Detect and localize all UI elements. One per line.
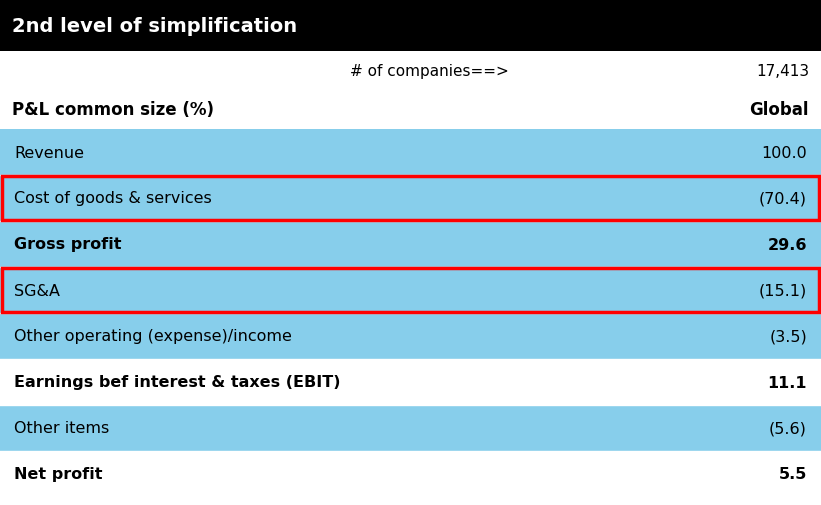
Bar	[2, 177, 819, 221]
Text: Earnings bef interest & taxes (EBIT): Earnings bef interest & taxes (EBIT)	[14, 375, 341, 390]
Bar	[0, 405, 821, 451]
Text: 29.6: 29.6	[768, 237, 807, 252]
Text: SG&A: SG&A	[14, 283, 60, 298]
Bar	[0, 359, 821, 405]
Bar	[0, 222, 821, 268]
Text: 17,413: 17,413	[756, 63, 809, 78]
Bar	[2, 269, 819, 313]
Text: Other operating (expense)/income: Other operating (expense)/income	[14, 329, 292, 344]
Text: # of companies==>: # of companies==>	[351, 63, 509, 78]
Text: (3.5): (3.5)	[769, 329, 807, 344]
Bar	[0, 451, 821, 497]
Bar	[0, 0, 821, 52]
Text: (70.4): (70.4)	[759, 191, 807, 206]
Bar	[0, 268, 821, 314]
Text: Other items: Other items	[14, 421, 109, 436]
Text: (15.1): (15.1)	[759, 283, 807, 298]
Text: Revenue: Revenue	[14, 145, 84, 160]
Bar	[0, 130, 821, 176]
Bar	[0, 176, 821, 222]
Text: 5.5: 5.5	[778, 467, 807, 482]
Text: 11.1: 11.1	[768, 375, 807, 390]
Text: Gross profit: Gross profit	[14, 237, 122, 252]
Text: 2nd level of simplification: 2nd level of simplification	[12, 17, 297, 35]
Text: Net profit: Net profit	[14, 467, 103, 482]
Text: (5.6): (5.6)	[769, 421, 807, 436]
Text: Global: Global	[750, 101, 809, 119]
Bar	[0, 314, 821, 359]
Text: Cost of goods & services: Cost of goods & services	[14, 191, 212, 206]
Text: P&L common size (%): P&L common size (%)	[12, 101, 214, 119]
Text: 100.0: 100.0	[761, 145, 807, 160]
